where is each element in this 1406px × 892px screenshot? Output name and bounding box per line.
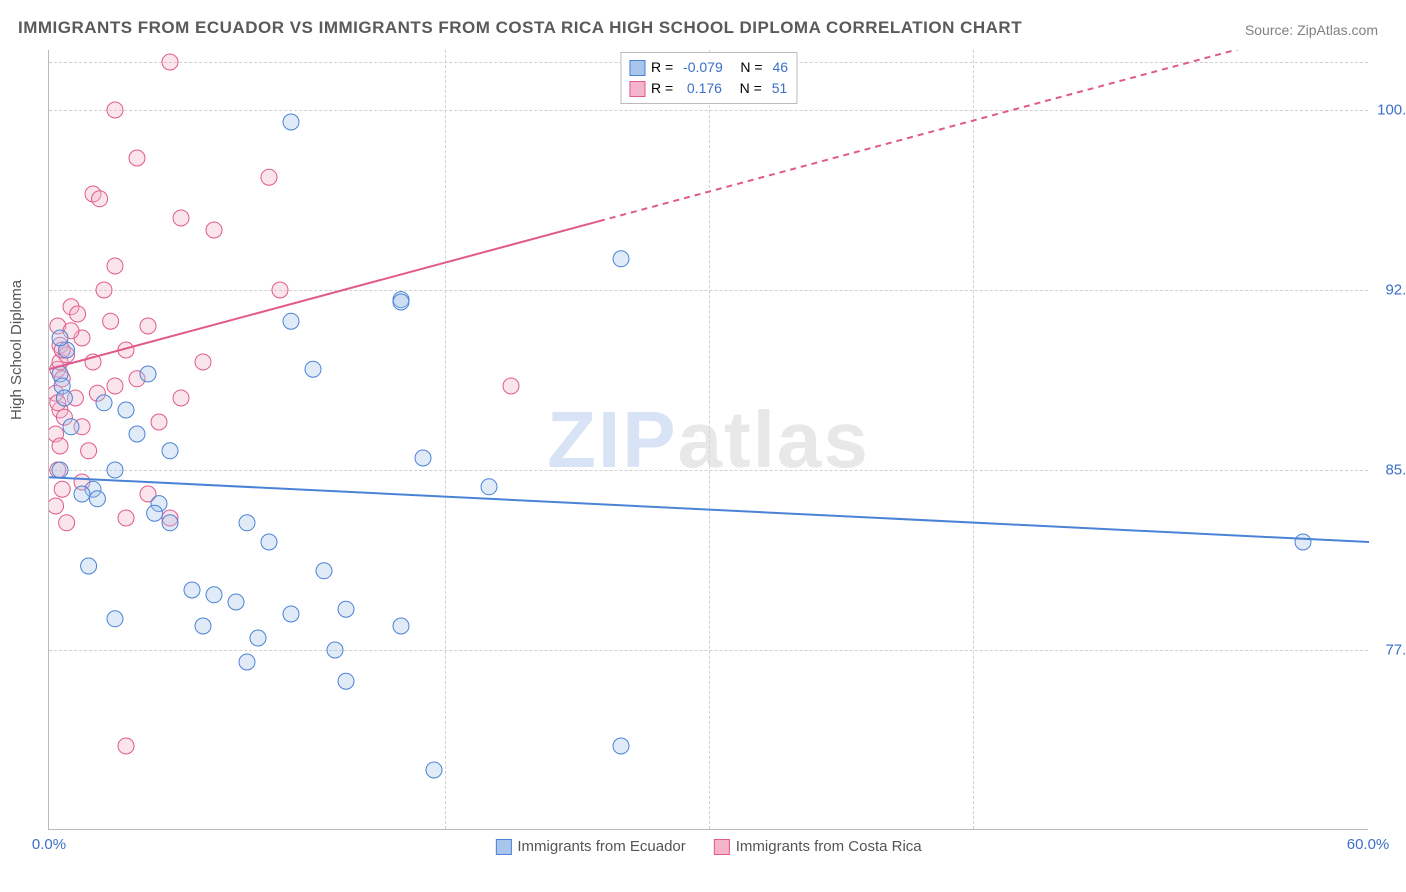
- data-point: [206, 222, 222, 238]
- scatter-plot-svg: [49, 50, 1369, 830]
- data-point: [250, 630, 266, 646]
- data-point: [173, 390, 189, 406]
- data-point: [162, 443, 178, 459]
- data-point: [118, 402, 134, 418]
- data-point: [613, 738, 629, 754]
- legend-n-label: N =: [728, 78, 766, 99]
- y-tick-label: 85.0%: [1385, 462, 1406, 479]
- data-point: [151, 414, 167, 430]
- legend-row: R = -0.079 N = 46: [629, 57, 788, 78]
- legend-r-label: R =: [651, 57, 677, 78]
- legend-swatch: [714, 839, 730, 855]
- data-point: [393, 294, 409, 310]
- data-point: [195, 618, 211, 634]
- data-point: [107, 102, 123, 118]
- data-point: [70, 306, 86, 322]
- data-point: [261, 169, 277, 185]
- data-point: [503, 378, 519, 394]
- legend-swatch: [629, 60, 645, 76]
- data-point: [239, 515, 255, 531]
- data-point: [140, 318, 156, 334]
- y-tick-label: 100.0%: [1377, 102, 1406, 119]
- data-point: [283, 606, 299, 622]
- y-tick-label: 77.5%: [1385, 642, 1406, 659]
- legend-row: R = 0.176 N = 51: [629, 78, 788, 99]
- data-point: [327, 642, 343, 658]
- legend-item: Immigrants from Ecuador: [495, 838, 685, 855]
- data-point: [63, 419, 79, 435]
- data-point: [173, 210, 189, 226]
- data-point: [206, 587, 222, 603]
- data-point: [129, 426, 145, 442]
- data-point: [107, 462, 123, 478]
- data-point: [107, 258, 123, 274]
- data-point: [228, 594, 244, 610]
- data-point: [140, 366, 156, 382]
- legend-n-label: N =: [729, 57, 767, 78]
- data-point: [184, 582, 200, 598]
- source-attribution: Source: ZipAtlas.com: [1245, 22, 1378, 38]
- data-point: [613, 251, 629, 267]
- data-point: [56, 390, 72, 406]
- data-point: [92, 191, 108, 207]
- data-point: [118, 510, 134, 526]
- data-point: [49, 498, 64, 514]
- data-point: [52, 438, 68, 454]
- data-point: [107, 611, 123, 627]
- data-point: [283, 114, 299, 130]
- legend-item: Immigrants from Costa Rica: [714, 838, 922, 855]
- data-point: [118, 738, 134, 754]
- chart-plot-area: ZIPatlas 77.5%85.0%92.5%100.0% R = -0.07…: [48, 50, 1368, 830]
- data-point: [96, 395, 112, 411]
- data-point: [96, 282, 112, 298]
- x-axis-min-label: 0.0%: [32, 836, 66, 853]
- data-point: [415, 450, 431, 466]
- series-legend: Immigrants from Ecuador Immigrants from C…: [495, 838, 921, 855]
- data-point: [147, 505, 163, 521]
- data-point: [316, 563, 332, 579]
- data-point: [81, 443, 97, 459]
- data-point: [338, 601, 354, 617]
- legend-label: Immigrants from Ecuador: [517, 838, 685, 855]
- data-point: [81, 558, 97, 574]
- data-point: [481, 479, 497, 495]
- data-point: [162, 54, 178, 70]
- trend-line-solid: [49, 221, 599, 369]
- data-point: [239, 654, 255, 670]
- legend-r-value: -0.079: [683, 57, 723, 78]
- y-axis-label: High School Diploma: [8, 280, 25, 420]
- data-point: [54, 481, 70, 497]
- data-point: [283, 313, 299, 329]
- data-point: [107, 378, 123, 394]
- data-point: [129, 150, 145, 166]
- y-tick-label: 92.5%: [1385, 282, 1406, 299]
- correlation-legend: R = -0.079 N = 46R = 0.176 N = 51: [620, 52, 797, 104]
- data-point: [59, 515, 75, 531]
- data-point: [89, 491, 105, 507]
- data-point: [52, 462, 68, 478]
- data-point: [103, 313, 119, 329]
- data-point: [162, 515, 178, 531]
- data-point: [338, 673, 354, 689]
- legend-r-value: 0.176: [683, 78, 722, 99]
- x-axis-max-label: 60.0%: [1347, 836, 1390, 853]
- data-point: [52, 330, 68, 346]
- legend-r-label: R =: [651, 78, 677, 99]
- legend-swatch: [629, 81, 645, 97]
- data-point: [272, 282, 288, 298]
- trend-line: [49, 477, 1369, 542]
- legend-swatch: [495, 839, 511, 855]
- data-point: [261, 534, 277, 550]
- data-point: [426, 762, 442, 778]
- legend-label: Immigrants from Costa Rica: [736, 838, 922, 855]
- data-point: [74, 486, 90, 502]
- chart-title: IMMIGRANTS FROM ECUADOR VS IMMIGRANTS FR…: [18, 18, 1022, 38]
- data-point: [1295, 534, 1311, 550]
- data-point: [393, 618, 409, 634]
- data-point: [195, 354, 211, 370]
- data-point: [305, 361, 321, 377]
- legend-n-value: 51: [772, 78, 788, 99]
- legend-n-value: 46: [772, 57, 788, 78]
